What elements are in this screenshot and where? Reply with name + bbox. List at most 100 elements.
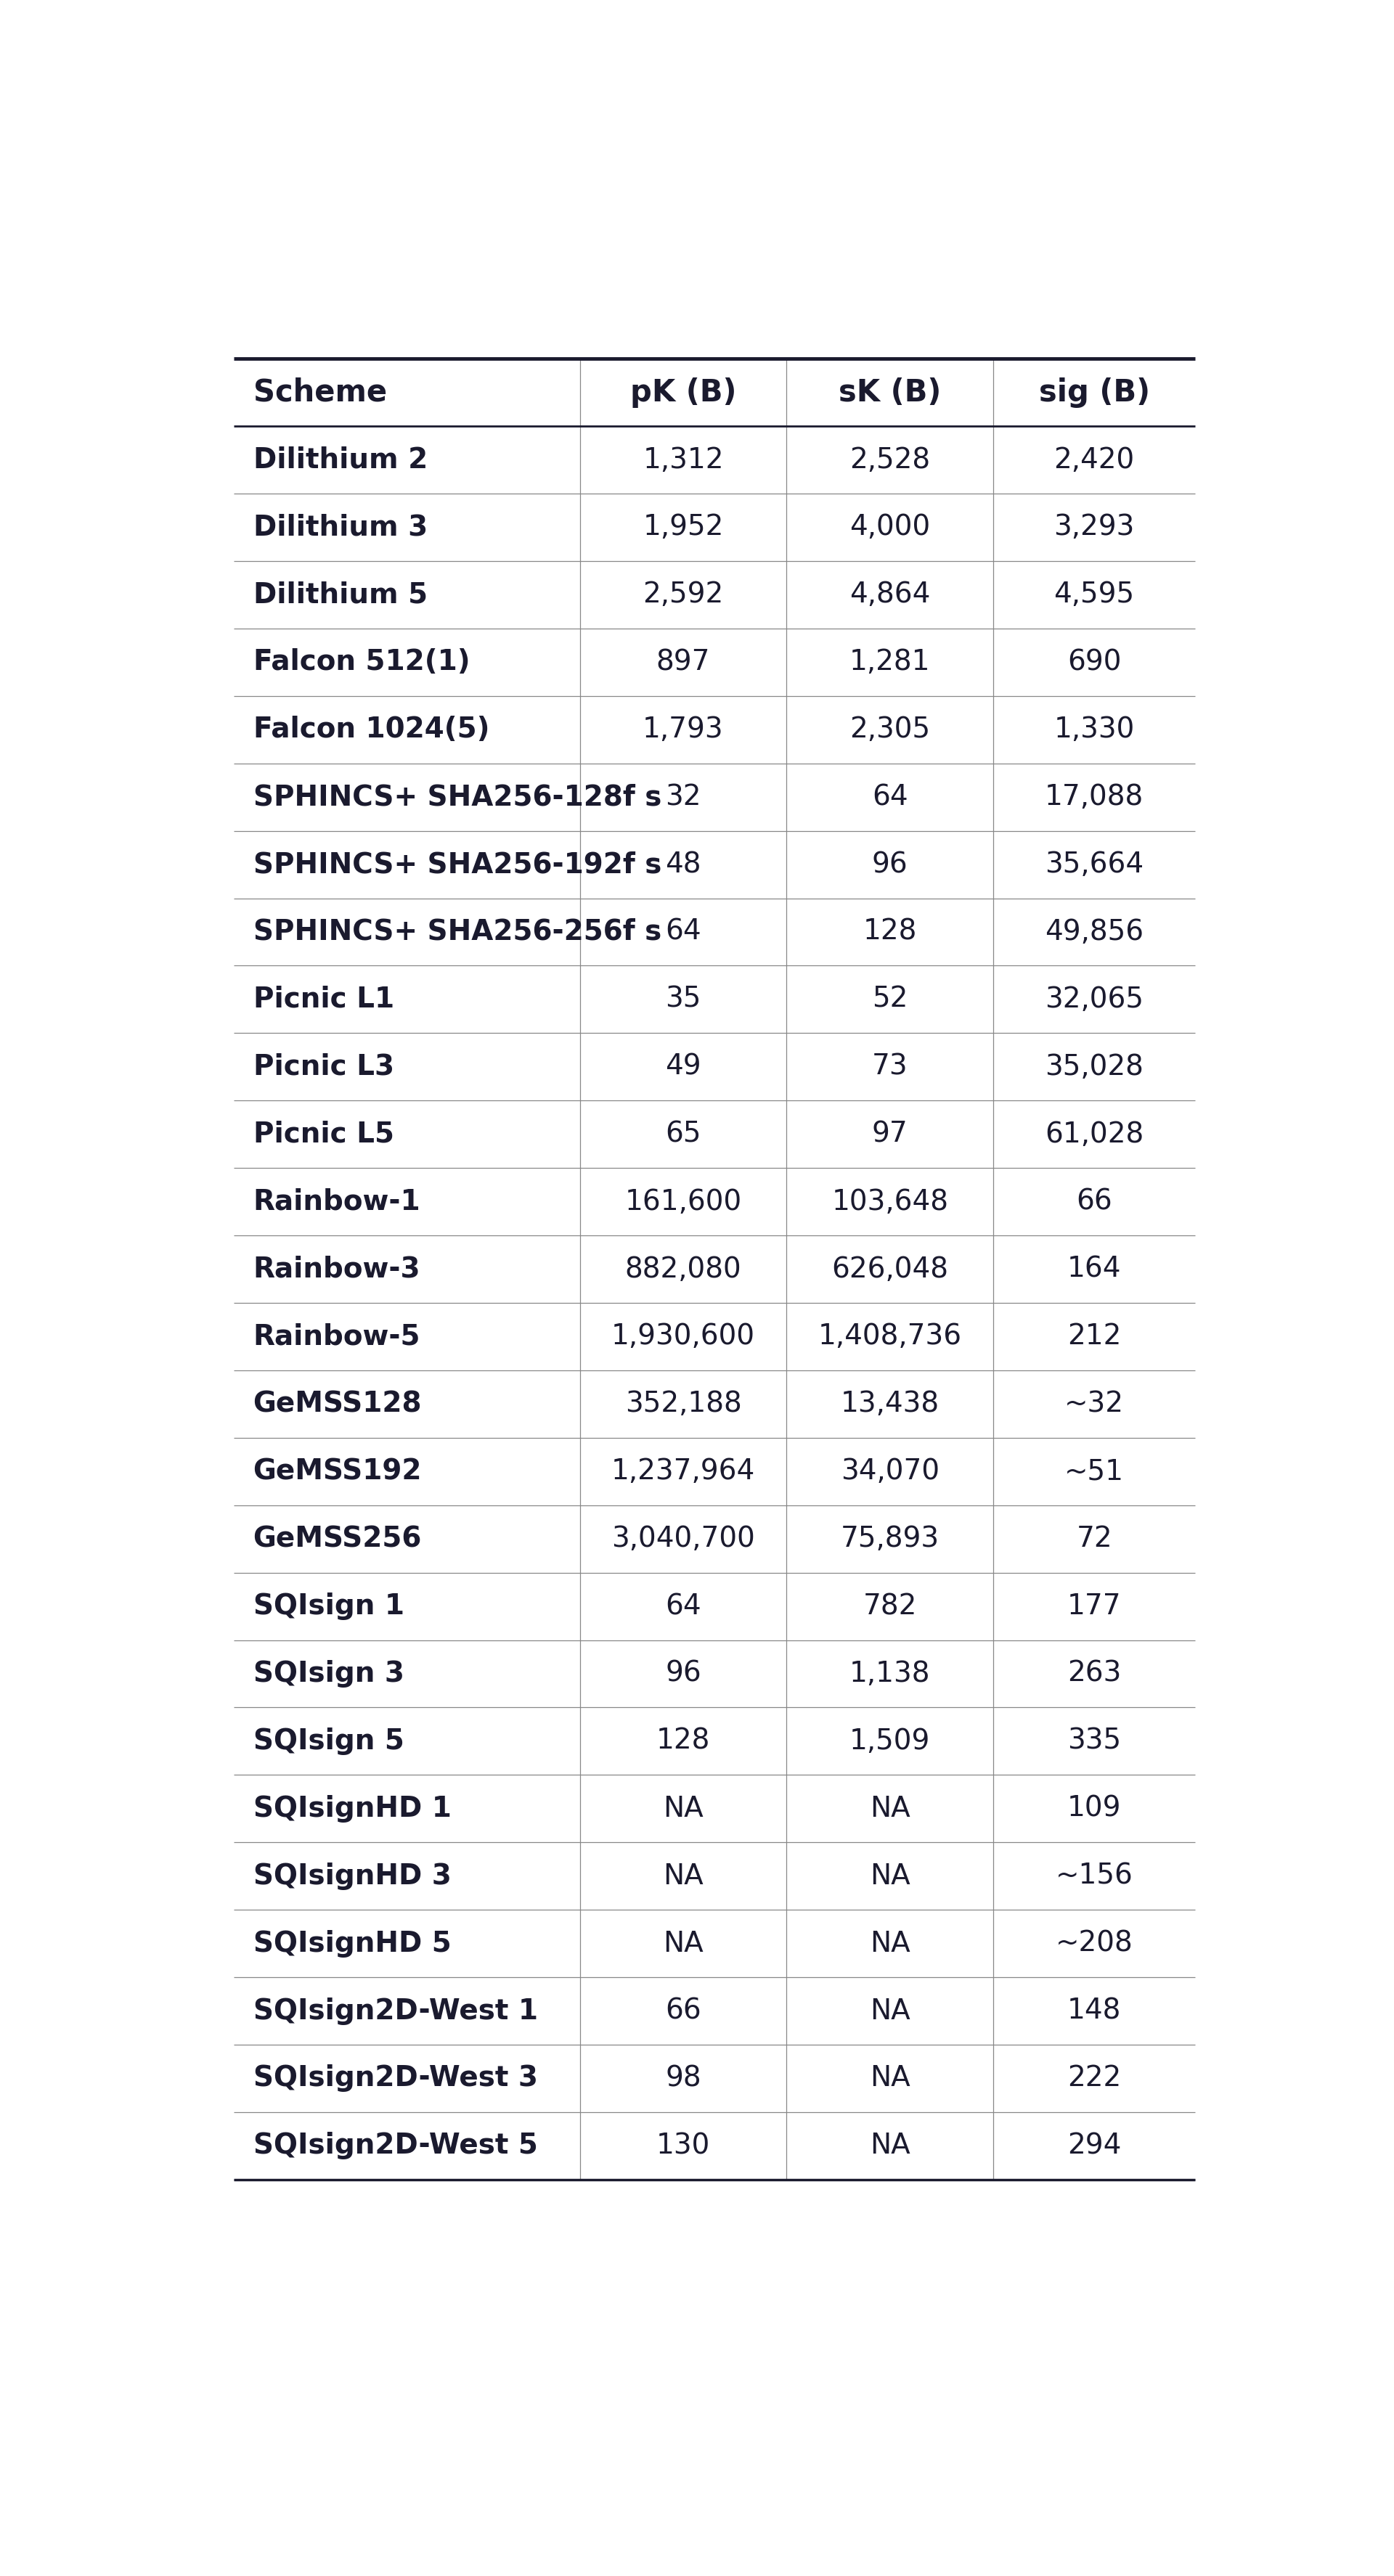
Text: SQIsign 1: SQIsign 1 [254, 1592, 404, 1620]
Text: 128: 128 [657, 1728, 710, 1754]
Text: 177: 177 [1068, 1592, 1121, 1620]
Bar [234, 832, 1195, 899]
Bar [234, 2045, 1195, 2112]
Text: 882,080: 882,080 [625, 1255, 742, 1283]
Text: 66: 66 [1076, 1188, 1112, 1216]
Text: Dilithium 3: Dilithium 3 [254, 513, 428, 541]
Text: 103,648: 103,648 [831, 1188, 948, 1216]
Text: 98: 98 [665, 2063, 701, 2092]
Bar [234, 1100, 1195, 1167]
Text: SQIsign2D-West 1: SQIsign2D-West 1 [254, 1996, 538, 2025]
Bar [234, 1775, 1195, 1842]
Text: 1,952: 1,952 [643, 513, 723, 541]
Bar [234, 2112, 1195, 2179]
Text: 130: 130 [657, 2133, 710, 2159]
Text: 2,420: 2,420 [1054, 446, 1135, 474]
Text: NA: NA [870, 2133, 910, 2159]
Text: 222: 222 [1068, 2063, 1121, 2092]
Text: Scheme: Scheme [254, 376, 386, 407]
Text: NA: NA [870, 1795, 910, 1821]
Text: 65: 65 [665, 1121, 701, 1149]
Bar [234, 1571, 1195, 1641]
Text: 2,528: 2,528 [849, 446, 930, 474]
Text: Rainbow-1: Rainbow-1 [254, 1188, 421, 1216]
Text: 294: 294 [1068, 2133, 1121, 2159]
Text: 263: 263 [1068, 1659, 1121, 1687]
Text: Dilithium 2: Dilithium 2 [254, 446, 428, 474]
Text: 148: 148 [1068, 1996, 1121, 2025]
Text: 64: 64 [665, 1592, 701, 1620]
Text: 1,138: 1,138 [849, 1659, 930, 1687]
Text: NA: NA [870, 1996, 910, 2025]
Text: 1,281: 1,281 [849, 649, 930, 675]
Bar [234, 1978, 1195, 2045]
Text: NA: NA [664, 1795, 704, 1821]
Text: 75,893: 75,893 [841, 1525, 940, 1553]
Text: 161,600: 161,600 [625, 1188, 742, 1216]
Text: 128: 128 [863, 917, 917, 945]
Text: 3,040,700: 3,040,700 [612, 1525, 756, 1553]
Text: 1,330: 1,330 [1054, 716, 1135, 744]
Text: SQIsign2D-West 5: SQIsign2D-West 5 [254, 2133, 538, 2159]
Text: 109: 109 [1068, 1795, 1121, 1821]
Text: 34,070: 34,070 [841, 1458, 940, 1486]
Text: 72: 72 [1076, 1525, 1112, 1553]
Text: ~32: ~32 [1065, 1391, 1124, 1417]
Text: 1,930,600: 1,930,600 [611, 1324, 756, 1350]
Text: 1,312: 1,312 [643, 446, 723, 474]
Text: 13,438: 13,438 [841, 1391, 940, 1417]
Text: GeMSS256: GeMSS256 [254, 1525, 422, 1553]
Bar [234, 1842, 1195, 1909]
Text: 2,305: 2,305 [849, 716, 930, 744]
Text: 4,864: 4,864 [849, 582, 930, 608]
Text: 1,509: 1,509 [849, 1728, 930, 1754]
Text: 96: 96 [665, 1659, 701, 1687]
Text: 1,237,964: 1,237,964 [611, 1458, 756, 1486]
Bar [234, 1033, 1195, 1100]
Bar [234, 1504, 1195, 1571]
Text: Rainbow-5: Rainbow-5 [254, 1324, 421, 1350]
Text: 35,028: 35,028 [1046, 1054, 1143, 1079]
Text: 164: 164 [1068, 1255, 1121, 1283]
Text: 35: 35 [665, 987, 701, 1012]
Bar [234, 425, 1195, 495]
Text: Rainbow-3: Rainbow-3 [254, 1255, 421, 1283]
Text: 97: 97 [871, 1121, 907, 1149]
Bar [234, 1303, 1195, 1370]
Text: 49: 49 [665, 1054, 701, 1079]
Text: GeMSS192: GeMSS192 [254, 1458, 422, 1486]
Text: 335: 335 [1068, 1728, 1121, 1754]
Bar [234, 1370, 1195, 1437]
Bar [234, 762, 1195, 832]
Text: NA: NA [664, 1862, 704, 1891]
Text: SQIsign2D-West 3: SQIsign2D-West 3 [254, 2063, 538, 2092]
Text: Dilithium 5: Dilithium 5 [254, 582, 428, 608]
Text: 782: 782 [863, 1592, 917, 1620]
Text: SQIsignHD 5: SQIsignHD 5 [254, 1929, 452, 1958]
Bar [234, 966, 1195, 1033]
Text: sK (B): sK (B) [839, 376, 941, 407]
Bar [234, 629, 1195, 696]
Text: 35,664: 35,664 [1046, 850, 1143, 878]
Text: NA: NA [664, 1929, 704, 1958]
Text: NA: NA [870, 1862, 910, 1891]
Text: pK (B): pK (B) [630, 376, 736, 407]
Text: 897: 897 [657, 649, 710, 675]
Text: sig (B): sig (B) [1039, 376, 1150, 407]
Text: 690: 690 [1068, 649, 1121, 675]
Text: NA: NA [870, 1929, 910, 1958]
Bar [234, 1437, 1195, 1504]
Text: GeMSS128: GeMSS128 [254, 1391, 422, 1417]
Text: 32: 32 [665, 783, 701, 811]
Text: 66: 66 [665, 1996, 701, 2025]
Bar [234, 1236, 1195, 1303]
Text: 61,028: 61,028 [1044, 1121, 1143, 1149]
Text: ~208: ~208 [1055, 1929, 1133, 1958]
Text: SPHINCS+ SHA256-192f s: SPHINCS+ SHA256-192f s [254, 850, 661, 878]
Text: 3,293: 3,293 [1054, 513, 1135, 541]
Text: 1,408,736: 1,408,736 [818, 1324, 962, 1350]
Text: 626,048: 626,048 [831, 1255, 948, 1283]
Text: Picnic L5: Picnic L5 [254, 1121, 395, 1149]
Bar [234, 1909, 1195, 1978]
Text: SQIsign 3: SQIsign 3 [254, 1659, 404, 1687]
